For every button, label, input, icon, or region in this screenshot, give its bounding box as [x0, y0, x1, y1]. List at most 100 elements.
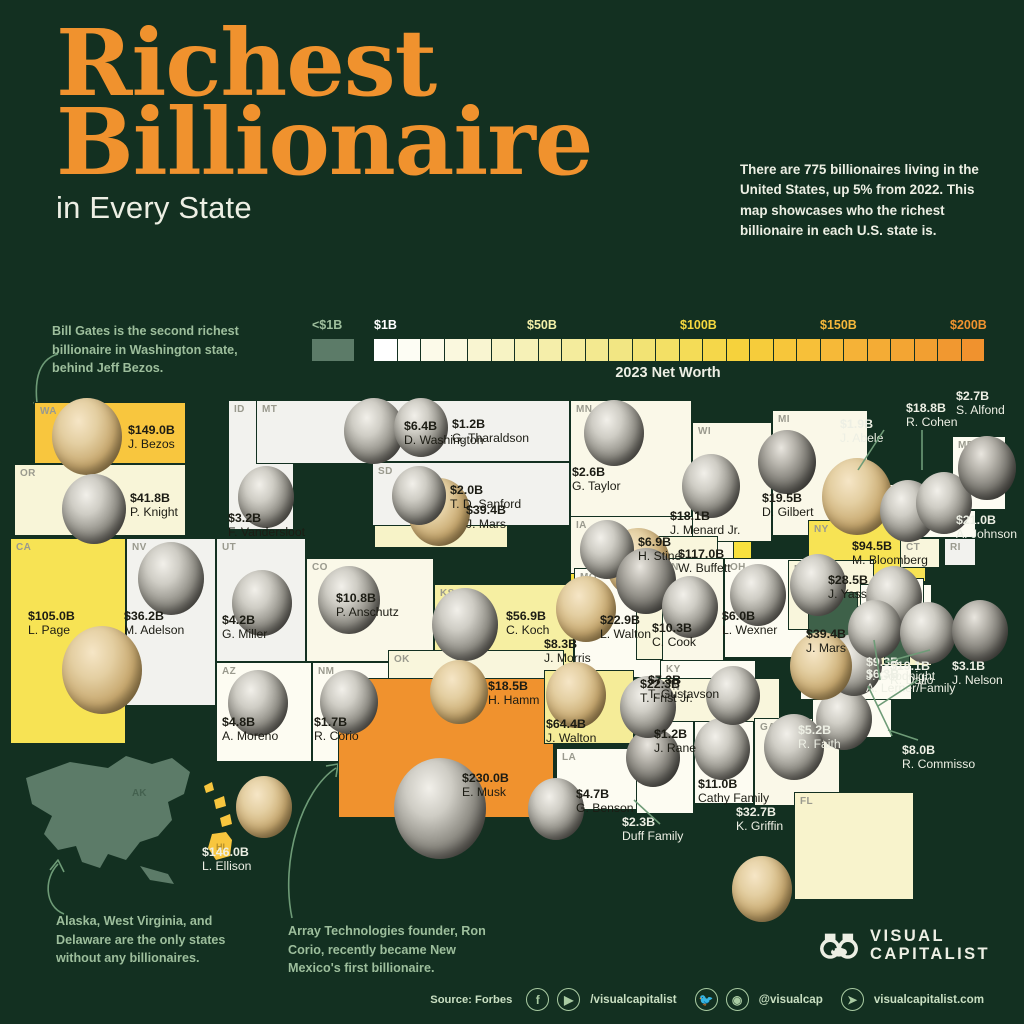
portrait-fl — [732, 856, 792, 922]
amount-ia: $6.9B — [638, 535, 672, 549]
legend-segment — [797, 339, 821, 361]
person-va: J. Mars — [806, 640, 846, 655]
amount-md: $6.3B — [866, 667, 900, 681]
person-md: A. Lerner/Family — [866, 680, 956, 695]
amount-me: $21.0B — [956, 513, 996, 527]
person-ar: J. Walton — [546, 730, 597, 745]
website-link[interactable]: visualcapitalist.com — [873, 993, 984, 1006]
person-or: P. Knight — [130, 504, 178, 519]
legend-tick-50b: $50B — [527, 318, 557, 332]
state-abbr-ny: NY — [814, 524, 829, 535]
legend-segment — [726, 339, 750, 361]
twitter-icon[interactable]: 🐦 — [694, 988, 718, 1011]
label-mn: $2.6B G. Taylor — [572, 465, 621, 494]
person-ny: M. Bloomberg — [852, 552, 928, 567]
label-mo: $8.3B J. Morris — [544, 637, 591, 666]
legend-segment — [938, 339, 962, 361]
state-abbr-mn: MN — [576, 404, 593, 415]
person-pa: J. Yass — [828, 586, 867, 601]
amount-hi: $146.0B — [202, 845, 249, 859]
legend-segment — [609, 339, 633, 361]
legend-swatch-no-billionaire — [312, 339, 354, 361]
state-abbr-sd: SD — [378, 466, 393, 477]
legend-segment — [844, 339, 868, 361]
portrait-nd — [394, 398, 448, 457]
legend-segment — [891, 339, 915, 361]
youtube-icon[interactable]: ▶ — [557, 988, 581, 1011]
amount-mi: $19.5B — [762, 491, 802, 505]
label-co: $10.8B P. Anschutz — [336, 591, 399, 620]
portrait-ri — [952, 600, 1008, 662]
amount-wy: $39.4B — [466, 503, 506, 517]
label-ky: $7.3B T. Gustavson — [648, 673, 719, 702]
person-nd: G. Tharaldson — [452, 430, 530, 445]
state-abbr-nm: NM — [318, 666, 335, 677]
instagram-icon[interactable]: ◉ — [725, 988, 749, 1011]
svg-text:HI: HI — [216, 842, 225, 852]
person-mi: D. Gilbert — [762, 504, 814, 519]
legend-segment — [914, 339, 938, 361]
state-cell-fl[interactable]: FL — [794, 792, 914, 900]
person-id: F. Vandersloot — [228, 524, 306, 539]
person-nm: R. Corio — [314, 728, 359, 743]
person-ok: H. Hamm — [488, 692, 540, 707]
amount-nm: $1.7B — [314, 715, 348, 729]
portrait-sd — [392, 466, 446, 525]
portrait-mo — [556, 576, 616, 642]
legend-tick-200b: $200B — [950, 318, 987, 332]
label-sd: $2.0B T. D. Sanford — [450, 483, 521, 512]
person-mn: G. Taylor — [572, 478, 621, 493]
visual-capitalist-logo: VISUAL CAPITALIST — [819, 927, 990, 964]
cursor-icon[interactable]: ➤ — [840, 988, 864, 1011]
portrait-tx — [394, 758, 486, 859]
amount-pa: $28.5B — [828, 573, 868, 587]
amount-ct: $19.1B — [890, 659, 930, 673]
amount-az: $4.8B — [222, 715, 256, 729]
state-cell-ct[interactable]: CT — [900, 538, 940, 568]
label-ar: $64.4B J. Walton — [546, 717, 597, 746]
legend-tick-1b: $1B — [374, 318, 397, 332]
portrait-ar — [546, 662, 606, 728]
facebook-icon[interactable]: f — [526, 988, 550, 1011]
state-abbr-co: CO — [312, 562, 328, 573]
twitter-handle[interactable]: @visualcap — [758, 993, 823, 1006]
facebook-handle[interactable]: /visualcapitalist — [590, 993, 677, 1006]
person-ms: Duff Family — [622, 828, 684, 843]
binoculars-icon — [820, 933, 859, 959]
hawaii-shape: HI — [204, 782, 232, 860]
state-abbr-id: ID — [234, 404, 245, 415]
state-abbr-fl: FL — [800, 796, 814, 807]
amount-in: $10.3B — [652, 621, 692, 635]
legend-segment — [632, 339, 656, 361]
legend-segment — [444, 339, 468, 361]
state-abbr-oh: OH — [730, 562, 746, 573]
portrait-in — [662, 576, 718, 638]
amount-al: $1.2B — [654, 727, 688, 741]
state-cell-ri[interactable]: RI — [944, 538, 976, 566]
label-nv: $36.2B M. Adelson — [124, 609, 184, 638]
legend-segment — [374, 339, 398, 361]
page-title-line-1: Richest — [56, 9, 437, 117]
person-ks: C. Koch — [506, 622, 550, 637]
amount-nd: $1.2B — [452, 417, 486, 431]
person-ga: Cathy Family — [698, 790, 770, 805]
amount-mn: $2.6B — [572, 465, 606, 479]
label-wi: $18.1B J. Menard Jr. — [670, 509, 740, 538]
person-hi: L. Ellison — [202, 858, 252, 873]
state-abbr-ct: CT — [906, 542, 921, 553]
leader-arrow — [958, 424, 998, 464]
legend-gradient-scale — [374, 339, 984, 361]
label-ms: $2.3B Duff Family — [622, 815, 684, 844]
label-or: $41.8B P. Knight — [130, 491, 178, 520]
portrait-va — [790, 632, 852, 700]
amount-ga: $11.0B — [698, 777, 738, 791]
portrait-ca — [62, 626, 142, 714]
state-abbr-ky: KY — [666, 664, 681, 675]
person-sc: R. Faith — [798, 736, 841, 751]
amount-mo: $8.3B — [544, 637, 578, 651]
annotation-new-mexico: Array Technologies founder, Ron Corio, r… — [288, 924, 486, 976]
alaska-shape: AK — [26, 756, 190, 884]
portrait-ky — [706, 666, 760, 725]
person-fl: K. Griffin — [736, 818, 784, 833]
legend-segment — [820, 339, 844, 361]
